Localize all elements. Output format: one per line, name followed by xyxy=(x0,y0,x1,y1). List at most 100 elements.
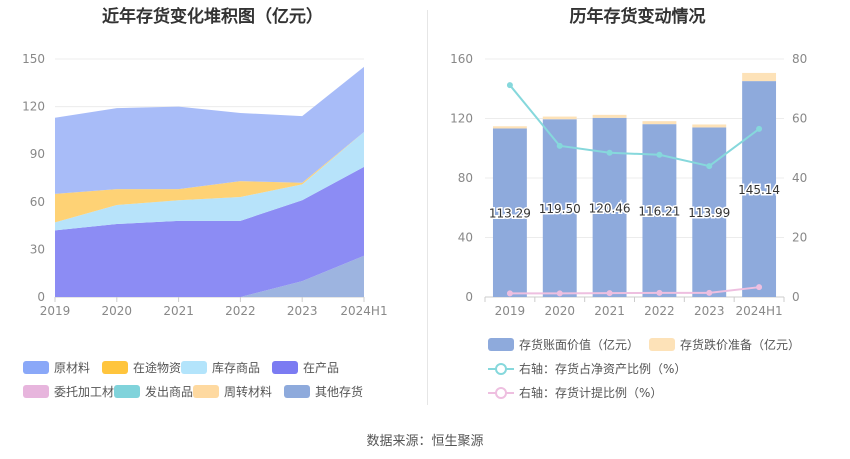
area-series-其他存货 xyxy=(55,255,364,297)
area-series-库存商品 xyxy=(55,131,364,231)
legend-item-存货跌价准备（亿元）[interactable]: 存货跌价准备（亿元） xyxy=(649,336,800,353)
line-inventory-ratio xyxy=(509,84,760,168)
bar-value-label-2024H1: 145.14 xyxy=(738,183,780,197)
legend-label: 右轴：存货计提比例（%） xyxy=(519,386,663,400)
legend-label: 库存商品 xyxy=(212,361,261,375)
bar-provision-2023 xyxy=(692,124,727,128)
legend-swatch xyxy=(102,361,128,374)
bar-provision-2020 xyxy=(542,116,577,120)
legend-label: 委托加工材料 xyxy=(54,385,127,399)
data-source: 数据来源：恒生聚源 xyxy=(366,434,484,449)
right-left-y-tick-label: 160 xyxy=(450,52,473,66)
left-chart-title: 近年存货变化堆积图（亿元） xyxy=(102,7,323,27)
legend-item-发出商品[interactable]: 发出商品 xyxy=(114,383,193,400)
right-x-tick-label: 2024H1 xyxy=(735,304,782,318)
bar-provision-2019 xyxy=(492,126,527,129)
bar-book-value-2024H1 xyxy=(742,81,777,297)
left-x-tick-label: 2021 xyxy=(163,304,194,318)
right-right-y-tick-label: 60 xyxy=(792,112,807,126)
legend-label: 在产品 xyxy=(303,361,340,375)
legend-swatch xyxy=(23,385,49,398)
panel-divider xyxy=(427,10,428,405)
legend-item-在产品[interactable]: 在产品 xyxy=(272,359,339,376)
bar-provision-2024H1 xyxy=(742,72,777,82)
bar-value-label-2020: 119.50 xyxy=(539,202,581,216)
legend-item-右轴：存货计提比例（%）[interactable]: 右轴：存货计提比例（%） xyxy=(488,384,662,401)
left-x-tick-label: 2020 xyxy=(102,304,133,318)
legend-swatch xyxy=(272,361,298,374)
legend-item-委托加工材料[interactable]: 委托加工材料 xyxy=(23,383,126,400)
right-left-y-tick-label: 40 xyxy=(458,231,473,245)
legend-swatch xyxy=(488,386,514,400)
legend-swatch xyxy=(23,361,49,374)
left-x-tick-label: 2022 xyxy=(225,304,256,318)
left-y-tick-label: 120 xyxy=(22,100,45,114)
area-series-在产品 xyxy=(55,166,364,297)
legend-label: 原材料 xyxy=(54,361,91,375)
right-left-y-tick-label: 0 xyxy=(465,290,473,304)
point-provision-ratio-2020 xyxy=(556,290,563,297)
legend-item-原材料[interactable]: 原材料 xyxy=(23,359,90,376)
right-right-y-tick-label: 40 xyxy=(792,171,807,185)
legend-swatch xyxy=(193,385,219,398)
left-y-tick-label: 90 xyxy=(30,147,45,161)
legend-swatch xyxy=(181,361,207,374)
legend-item-存货账面价值（亿元）[interactable]: 存货账面价值（亿元） xyxy=(488,336,639,353)
point-inventory-ratio-2024H1 xyxy=(756,125,763,132)
legend-label: 发出商品 xyxy=(145,385,194,399)
point-provision-ratio-2019 xyxy=(506,290,513,297)
point-inventory-ratio-2020 xyxy=(556,142,563,149)
right-right-y-tick-label: 0 xyxy=(792,290,800,304)
bar-value-label-2019: 113.29 xyxy=(489,207,531,221)
legend-item-周转材料[interactable]: 周转材料 xyxy=(193,383,272,400)
right-left-y-tick-label: 80 xyxy=(458,171,473,185)
point-inventory-ratio-2023 xyxy=(706,163,713,170)
right-chart-title: 历年存货变动情况 xyxy=(569,7,706,27)
left-y-tick-label: 60 xyxy=(30,195,45,209)
left-y-tick-label: 150 xyxy=(22,52,45,66)
point-inventory-ratio-2019 xyxy=(506,82,513,89)
bar-value-label-2021: 120.46 xyxy=(589,201,631,215)
point-provision-ratio-2023 xyxy=(706,289,713,296)
point-provision-ratio-2022 xyxy=(656,289,663,296)
line-provision-ratio xyxy=(509,286,760,295)
legend-item-在途物资[interactable]: 在途物资 xyxy=(102,359,181,376)
bar-value-label-2022: 116.21 xyxy=(638,205,680,219)
right-right-y-tick-label: 20 xyxy=(792,231,807,245)
legend-item-库存商品[interactable]: 库存商品 xyxy=(181,359,260,376)
point-inventory-ratio-2021 xyxy=(606,149,613,156)
legend-swatch xyxy=(649,338,675,351)
legend-swatch xyxy=(114,385,140,398)
bar-book-value-2019 xyxy=(492,128,527,297)
legend-item-其他存货[interactable]: 其他存货 xyxy=(284,383,363,400)
legend-label: 存货跌价准备（亿元） xyxy=(680,338,801,352)
right-x-tick-label: 2019 xyxy=(495,304,526,318)
legend-swatch xyxy=(488,338,514,351)
bar-value-label-2023: 113.99 xyxy=(688,206,730,220)
legend-label: 在途物资 xyxy=(133,361,182,375)
bar-provision-2022 xyxy=(642,121,677,125)
right-x-tick-label: 2023 xyxy=(694,304,725,318)
legend-item-右轴：存货占净资产比例（%）[interactable]: 右轴：存货占净资产比例（%） xyxy=(488,360,686,377)
left-x-tick-label: 2024H1 xyxy=(340,304,387,318)
point-inventory-ratio-2022 xyxy=(656,151,663,158)
left-x-tick-label: 2023 xyxy=(287,304,318,318)
legend-label: 其他存货 xyxy=(315,385,364,399)
area-series-在途物资 xyxy=(55,131,364,223)
bar-book-value-2023 xyxy=(692,127,727,297)
legend-swatch xyxy=(488,362,514,376)
legend-label: 右轴：存货占净资产比例（%） xyxy=(519,362,687,376)
bar-book-value-2021 xyxy=(592,117,627,297)
legend-swatch xyxy=(284,385,310,398)
right-right-y-tick-label: 80 xyxy=(792,52,807,66)
area-series-原材料 xyxy=(55,66,364,194)
left-y-tick-label: 0 xyxy=(37,290,45,304)
right-left-y-tick-label: 120 xyxy=(450,112,473,126)
point-provision-ratio-2024H1 xyxy=(756,284,763,291)
right-x-tick-label: 2021 xyxy=(594,304,625,318)
legend-label: 周转材料 xyxy=(224,385,273,399)
legend-label: 存货账面价值（亿元） xyxy=(519,338,640,352)
bar-provision-2021 xyxy=(592,114,627,118)
left-y-tick-label: 30 xyxy=(30,242,45,256)
